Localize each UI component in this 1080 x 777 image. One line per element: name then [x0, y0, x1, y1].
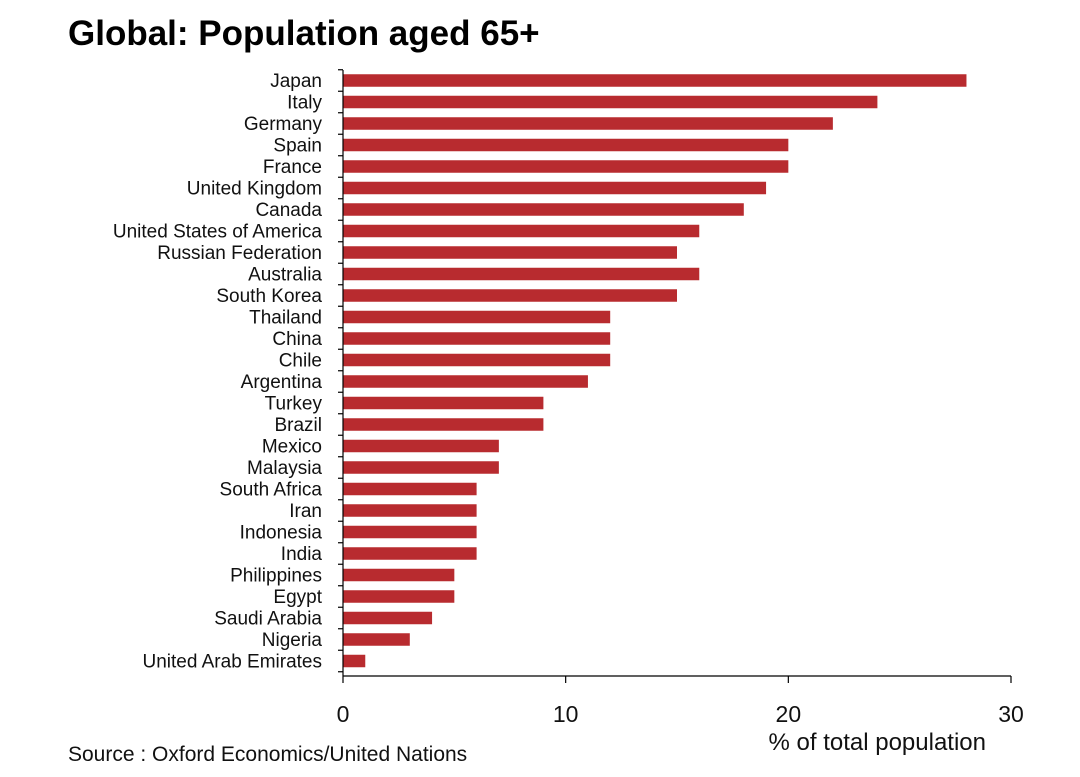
category-label: Indonesia	[240, 523, 323, 544]
bar-russian-federation	[343, 246, 677, 259]
category-label: Brazil	[274, 415, 322, 436]
bar-argentina	[343, 375, 588, 388]
bar-indonesia	[343, 525, 477, 539]
category-label: Nigeria	[262, 630, 323, 651]
category-label: Italy	[287, 93, 322, 114]
bar-thailand	[343, 310, 611, 324]
category-label: Russian Federation	[157, 243, 322, 264]
category-label: United States of America	[113, 222, 323, 243]
bars-group	[343, 74, 967, 668]
bar-australia	[343, 267, 700, 281]
category-label: United Kingdom	[187, 179, 322, 200]
x-tick-label: 20	[776, 701, 802, 727]
category-label: Spain	[273, 136, 322, 157]
bar-saudi-arabia	[343, 611, 433, 625]
bar-united-arab-emirates	[343, 654, 366, 668]
chart-title: Global: Population aged 65+	[68, 14, 540, 53]
bar-spain	[343, 138, 789, 152]
category-label: Germany	[244, 114, 323, 135]
x-tick-label: 30	[998, 701, 1024, 727]
source-note: Source : Oxford Economics/United Nations	[68, 743, 467, 766]
category-label: Chile	[279, 351, 322, 372]
category-label: United Arab Emirates	[142, 652, 322, 673]
category-label: Philippines	[230, 566, 322, 587]
bar-italy	[343, 95, 878, 109]
bar-united-kingdom	[343, 181, 767, 195]
bar-canada	[343, 203, 744, 216]
category-label: Japan	[270, 71, 322, 92]
bar-turkey	[343, 396, 544, 410]
category-label: South Korea	[216, 286, 322, 307]
bar-chile	[343, 353, 611, 367]
category-label: France	[263, 157, 322, 178]
category-label: Egypt	[273, 587, 322, 608]
x-tick-label: 0	[337, 701, 350, 727]
category-label: Turkey	[265, 394, 323, 415]
x-axis-ticks: 0 10 20 30	[337, 676, 1024, 727]
category-label: Argentina	[241, 372, 323, 393]
bar-china	[343, 332, 611, 345]
bar-united-states-of-america	[343, 224, 700, 238]
category-label: Thailand	[249, 308, 322, 329]
bar-south-korea	[343, 289, 677, 302]
category-label: Canada	[255, 200, 322, 221]
bar-malaysia	[343, 461, 499, 474]
category-label: India	[281, 544, 323, 565]
bar-nigeria	[343, 633, 410, 646]
category-label: Australia	[248, 265, 322, 286]
category-label: Iran	[289, 501, 322, 522]
category-label: Malaysia	[247, 458, 322, 479]
bar-india	[343, 547, 477, 560]
bar-philippines	[343, 568, 455, 582]
bar-germany	[343, 117, 833, 130]
bar-south-africa	[343, 482, 477, 496]
x-tick-label: 10	[553, 701, 579, 727]
category-label: Saudi Arabia	[214, 609, 322, 630]
x-axis-title: % of total population	[769, 729, 987, 756]
bar-japan	[343, 74, 967, 87]
bar-egypt	[343, 590, 455, 603]
bar-brazil	[343, 418, 544, 431]
bar-mexico	[343, 439, 499, 453]
bar-iran	[343, 504, 477, 517]
bar-france	[343, 160, 789, 173]
category-label: Mexico	[262, 437, 322, 458]
category-label: China	[272, 329, 322, 350]
category-label: South Africa	[220, 480, 323, 501]
